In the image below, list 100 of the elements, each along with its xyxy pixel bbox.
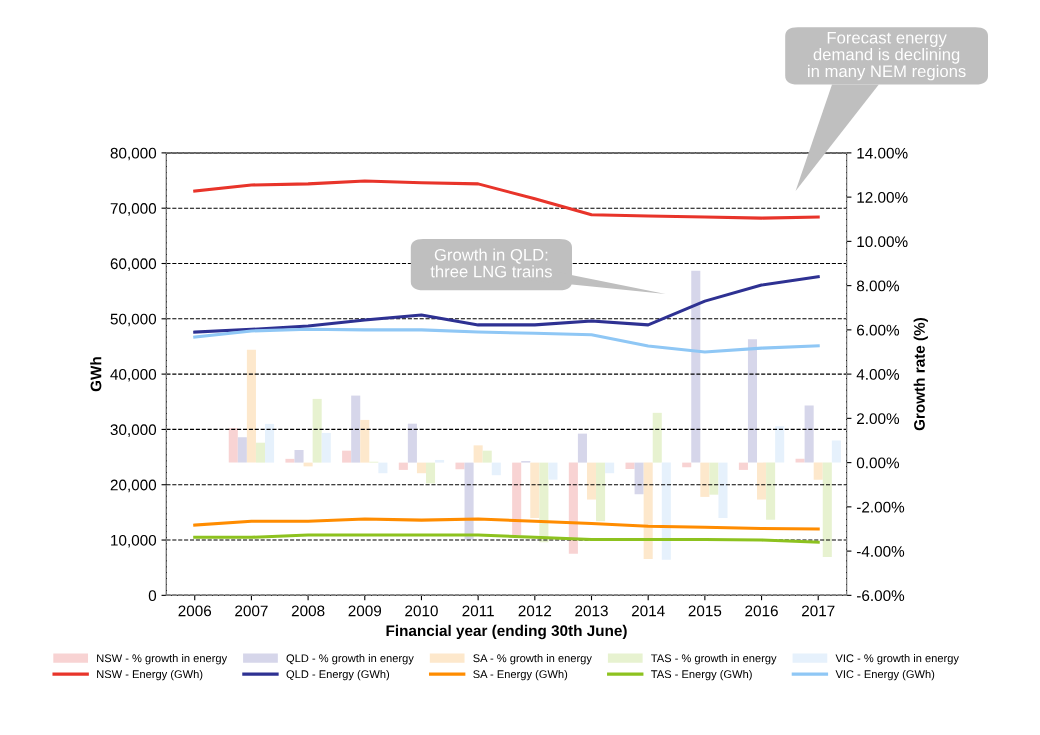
y2-tick-label: 12.00% xyxy=(857,191,908,203)
y-tick-label: 60,000 xyxy=(110,258,157,271)
line-series xyxy=(193,179,820,220)
bar xyxy=(246,349,256,463)
bar xyxy=(605,462,615,474)
legend-label: TAS - % growth in energy xyxy=(651,654,777,665)
x-tick-label: 2013 xyxy=(575,605,608,617)
x-axis-title: Financial year (ending 30th June) xyxy=(386,624,627,640)
bar xyxy=(351,395,361,463)
bar xyxy=(691,270,701,463)
bar xyxy=(455,462,465,470)
bar xyxy=(425,462,436,484)
x-tick-label: 2011 xyxy=(462,605,494,617)
x-tick-label: 2010 xyxy=(405,605,438,617)
line-series xyxy=(193,327,820,354)
y-tick-label: 50,000 xyxy=(110,313,157,327)
bar xyxy=(398,462,408,470)
bar xyxy=(512,462,522,535)
bar xyxy=(416,462,426,474)
bar xyxy=(568,462,578,554)
legend-label: NSW - Energy (GWh) xyxy=(97,669,203,681)
bar xyxy=(237,437,247,463)
x-tick-label: 2006 xyxy=(178,605,212,617)
y-tick-label: 70,000 xyxy=(110,203,157,216)
bar xyxy=(766,462,776,520)
bar xyxy=(652,412,662,463)
x-tick-label: 2014 xyxy=(631,605,665,617)
x-tick-label: 2017 xyxy=(802,605,835,617)
y2-tick-label: -2.00% xyxy=(856,501,905,513)
bar xyxy=(747,339,758,463)
y2-tick-label: 4.00% xyxy=(856,368,900,380)
x-tick-label: 2012 xyxy=(518,605,552,617)
line-series xyxy=(193,533,820,544)
bar xyxy=(634,462,644,495)
bar xyxy=(643,462,653,560)
x-tick-label: 2007 xyxy=(235,605,268,617)
bar xyxy=(378,462,388,474)
bar xyxy=(285,458,295,463)
y2-tick-label: 8.00% xyxy=(856,280,900,292)
bar xyxy=(661,462,671,560)
legend-label: QLD - Energy (GWh) xyxy=(286,669,390,681)
y-tick-label: 40,000 xyxy=(110,368,157,382)
y2-tick-label: 10.00% xyxy=(857,236,908,248)
text: Forecast energy demand is declining in many NEM regions xyxy=(808,31,966,81)
bar xyxy=(294,450,304,463)
y-tick-label: 10,000 xyxy=(111,534,157,548)
legend-label: TAS - Energy (GWh) xyxy=(651,669,752,681)
y2-tick-label: 2.00% xyxy=(857,413,900,425)
y2-tick-label: -6.00% xyxy=(856,590,905,602)
legend-label: SA - % growth in energy xyxy=(473,654,592,665)
bar xyxy=(577,433,587,463)
legend-label: QLD - % growth in energy xyxy=(286,654,414,665)
bar xyxy=(709,462,719,495)
bar xyxy=(700,462,710,497)
y2-tick-label: 0.00% xyxy=(856,457,900,469)
bar xyxy=(482,450,492,463)
y-axis-title: GWh xyxy=(90,357,102,392)
bar xyxy=(586,462,597,500)
legend-label: NSW - % growth in energy xyxy=(97,654,228,665)
bar xyxy=(491,462,501,476)
y-tick-label: 20,000 xyxy=(110,479,157,493)
bar xyxy=(738,462,748,470)
y-tick-label: 0 xyxy=(148,590,157,602)
bar xyxy=(312,398,322,463)
bar xyxy=(530,462,540,518)
bar xyxy=(548,462,558,480)
bar xyxy=(464,462,474,540)
y-tick-label: 80,000 xyxy=(110,147,157,161)
y2-tick-label: 14.00% xyxy=(857,147,908,159)
bar xyxy=(775,426,785,463)
bar xyxy=(228,428,238,463)
legend-label: VIC - % growth in energy xyxy=(835,654,959,665)
bar xyxy=(718,462,728,518)
bar xyxy=(795,458,805,463)
bar xyxy=(255,442,266,463)
bar xyxy=(822,462,832,558)
bar xyxy=(321,432,331,463)
x-tick-label: 2008 xyxy=(291,605,325,617)
bar xyxy=(757,462,767,500)
bar xyxy=(265,423,275,463)
x-tick-label: 2009 xyxy=(348,605,382,617)
x-tick-label: 2016 xyxy=(745,605,778,617)
line-series xyxy=(193,517,820,531)
bar xyxy=(804,405,814,463)
y2-tick-label: -4.00% xyxy=(856,545,905,557)
y2-tick-label: 6.00% xyxy=(857,324,900,336)
bar xyxy=(360,419,370,463)
bar xyxy=(473,445,483,463)
bar xyxy=(407,423,417,463)
y2-axis-title: Growth rate (%) xyxy=(913,318,928,431)
x-tick-label: 2015 xyxy=(688,605,722,617)
y-tick-label: 30,000 xyxy=(110,424,157,437)
bar xyxy=(625,462,635,470)
bar xyxy=(813,462,823,480)
bar xyxy=(596,462,606,522)
bar xyxy=(342,450,352,463)
bar xyxy=(831,440,841,463)
legend-label: VIC - Energy (GWh) xyxy=(835,669,935,681)
legend-label: SA - Energy (GWh) xyxy=(473,669,568,681)
annotation: Growth in QLD: three LNG trains xyxy=(430,248,552,278)
